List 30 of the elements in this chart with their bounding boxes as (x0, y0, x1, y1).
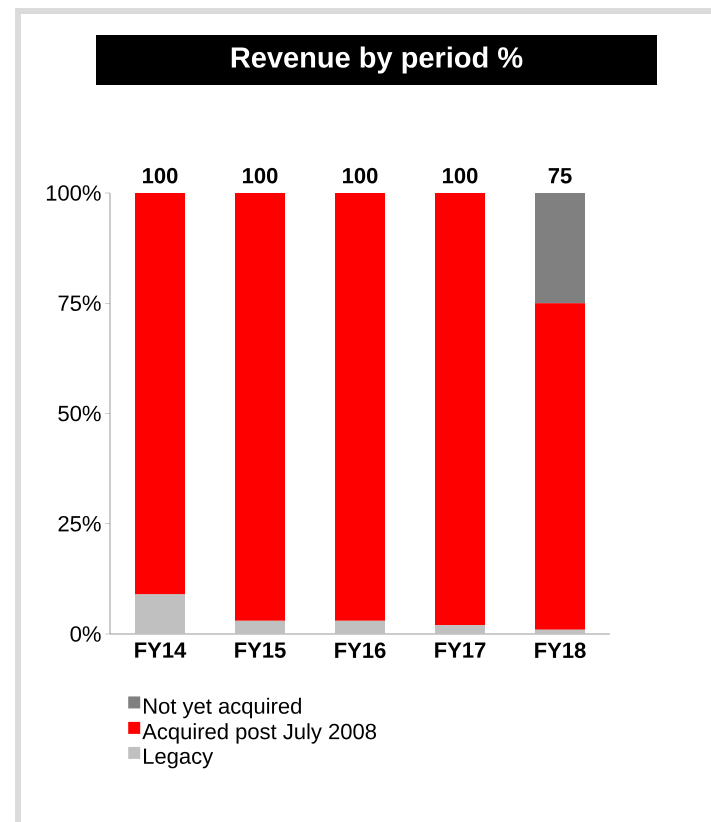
bar (535, 303, 585, 630)
y-tick-label: 0% (70, 626, 101, 642)
bar (535, 193, 585, 304)
y-tick-label: 25% (58, 516, 101, 532)
y-tick-label: 50% (58, 406, 101, 422)
x-tick-label: FY18 (535, 642, 586, 658)
bar (135, 594, 185, 634)
annotation: 100 (343, 168, 378, 184)
bar (335, 620, 385, 634)
bar (135, 193, 185, 594)
bar (235, 193, 285, 621)
legend-label: Acquired post July 2008 (142, 723, 376, 744)
annotation: 100 (143, 168, 178, 184)
legend-label: Legacy (144, 748, 214, 768)
annotation: 100 (443, 168, 478, 184)
y-tick-label: 100% (46, 185, 101, 201)
bar (335, 193, 385, 621)
x-tick-label: FY17 (435, 642, 486, 658)
chart-title: Revenue by period % (232, 46, 522, 74)
annotation: 75 (548, 168, 572, 184)
y-tick-label: 75% (58, 296, 101, 311)
legend-label: Not yet acquired (144, 698, 301, 718)
bar (235, 620, 285, 634)
x-tick-label: FY14 (135, 642, 186, 658)
bar (535, 630, 585, 634)
annotation: 100 (243, 168, 278, 184)
bar (434, 625, 485, 634)
x-tick-label: FY16 (335, 642, 386, 658)
x-tick-label: FY15 (235, 642, 286, 658)
bar (434, 193, 485, 626)
